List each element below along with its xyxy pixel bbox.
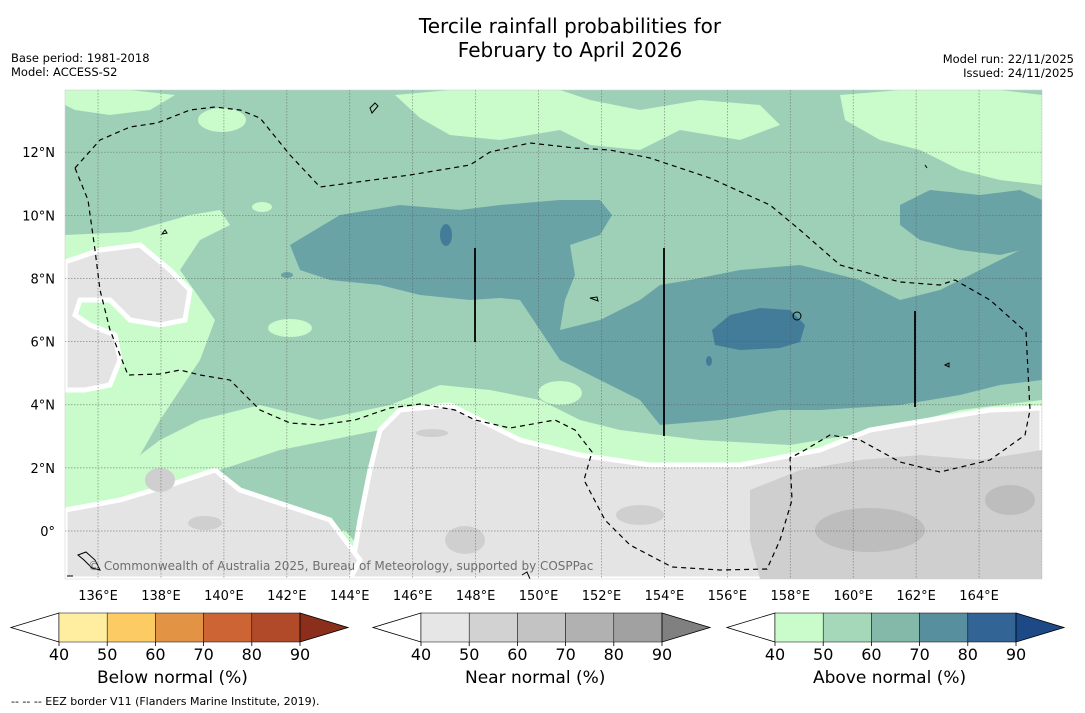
colorbar-segment xyxy=(106,612,156,643)
lon-label: 158°E xyxy=(771,589,811,604)
colorbar-tick-label: 40 xyxy=(765,645,785,664)
colorbar-tick-label: 90 xyxy=(652,645,672,664)
above-60-region xyxy=(281,190,1042,425)
lon-label: 144°E xyxy=(330,589,370,604)
colorbar-tick-label: 70 xyxy=(909,645,929,664)
colorbar-near: 40 50 60 70 80 90 xyxy=(371,612,712,664)
colorbar-extend-high xyxy=(299,612,350,643)
colorbar-near-label: Near normal (%) xyxy=(465,668,606,688)
colorbar-segment xyxy=(517,612,566,643)
longitude-labels: 136°E 138°E 140°E 142°E 144°E 146°E 148°E 150°E… xyxy=(78,589,999,604)
colorbar-segment xyxy=(468,612,518,643)
colorbar-extend-low xyxy=(725,612,776,643)
lon-label: 164°E xyxy=(959,589,999,604)
lat-label: 0° xyxy=(40,525,55,540)
map-title: Tercile rainfall probabilities for Febru… xyxy=(0,14,1085,62)
divider-lines xyxy=(474,248,916,436)
colorbar-tick-label: 90 xyxy=(290,645,310,664)
colorbar-extend-low xyxy=(9,612,60,643)
colorbar-segment xyxy=(420,612,470,643)
colorbar-segment xyxy=(613,612,663,643)
colorbar-tick-label: 90 xyxy=(1006,645,1026,664)
lat-label: 2°N xyxy=(31,462,56,477)
island-outlines xyxy=(67,102,950,579)
colorbar-segment xyxy=(58,612,108,643)
lat-label: 10°N xyxy=(22,209,55,224)
colorbar-segment xyxy=(203,612,253,643)
title-line-2: February to April 2026 xyxy=(457,38,683,62)
gridlines xyxy=(65,90,1042,579)
lon-label: 162°E xyxy=(896,589,936,604)
credit-text: © Commonwealth of Australia 2025, Bureau… xyxy=(88,559,593,573)
eez-boundary xyxy=(74,106,1031,571)
lon-label: 136°E xyxy=(78,589,118,604)
base-period: Base period: 1981-2018 xyxy=(11,51,150,65)
meta-left: Base period: 1981-2018 Model: ACCESS-S2 xyxy=(11,51,150,79)
colorbar-below: 40 50 60 70 80 90 xyxy=(9,612,350,664)
colorbar-segment xyxy=(155,612,204,643)
issued-date: Issued: 24/11/2025 xyxy=(963,66,1074,80)
colorbar-tick-label: 40 xyxy=(411,645,431,664)
colorbar-tick-label: 50 xyxy=(97,645,117,664)
colorbar-segment xyxy=(871,612,920,643)
lon-label: 160°E xyxy=(833,589,873,604)
colorbar-extend-high xyxy=(661,612,712,643)
colorbar-segment xyxy=(565,612,615,643)
latitude-labels: 12°N 10°N 8°N 6°N 4°N 2°N 0° xyxy=(22,146,55,540)
colorbar-tick-label: 60 xyxy=(861,645,881,664)
lon-label: 138°E xyxy=(141,589,181,604)
map-area xyxy=(65,90,1042,579)
lon-label: 146°E xyxy=(393,589,433,604)
colorbar-tick-label: 60 xyxy=(507,645,527,664)
lon-label: 150°E xyxy=(519,589,559,604)
lon-label: 154°E xyxy=(645,589,685,604)
colorbar-tick-label: 70 xyxy=(555,645,575,664)
model-run: Model run: 22/11/2025 xyxy=(942,52,1074,66)
lon-label: 148°E xyxy=(456,589,496,604)
colorbar-tick-label: 60 xyxy=(145,645,165,664)
colorbar-tick-label: 80 xyxy=(242,645,262,664)
colorbar-tick-label: 80 xyxy=(604,645,624,664)
eez-footnote: -- -- -- EEZ border V11 (Flanders Marine… xyxy=(11,695,320,708)
model-name: Model: ACCESS-S2 xyxy=(11,65,118,79)
colorbar-tick-label: 70 xyxy=(193,645,213,664)
colorbar-segment xyxy=(967,612,1017,643)
colorbar-extend-low xyxy=(371,612,422,643)
colorbar-tick-label: 80 xyxy=(958,645,978,664)
colorbar-above-label: Above normal (%) xyxy=(813,668,967,688)
colorbar-segment xyxy=(822,612,872,643)
lon-label: 140°E xyxy=(204,589,244,604)
lat-label: 12°N xyxy=(22,146,55,161)
lon-label: 156°E xyxy=(708,589,748,604)
map-frame xyxy=(64,89,1043,580)
colorbar-tick-label: 50 xyxy=(813,645,833,664)
colorbar-segment xyxy=(251,612,301,643)
colorbar-extend-high xyxy=(1015,612,1066,643)
colorbar-tick-label: 50 xyxy=(459,645,479,664)
near-60-region xyxy=(815,485,1035,552)
lat-label: 8°N xyxy=(31,272,56,287)
colorbar-segment xyxy=(774,612,824,643)
above-70-region xyxy=(440,224,805,366)
colorbar-below-label: Below normal (%) xyxy=(97,668,248,688)
meta-right: Model run: 22/11/2025 Issued: 24/11/2025 xyxy=(943,52,1074,80)
colorbar-above: 40 50 60 70 80 90 xyxy=(725,612,1066,664)
lat-label: 6°N xyxy=(31,336,56,351)
lon-label: 142°E xyxy=(267,589,307,604)
colorbar-tick-label: 40 xyxy=(49,645,69,664)
title-line-1: Tercile rainfall probabilities for xyxy=(418,14,722,38)
lon-label: 152°E xyxy=(582,589,622,604)
colorbar-segment xyxy=(919,612,969,643)
lat-label: 4°N xyxy=(31,399,56,414)
